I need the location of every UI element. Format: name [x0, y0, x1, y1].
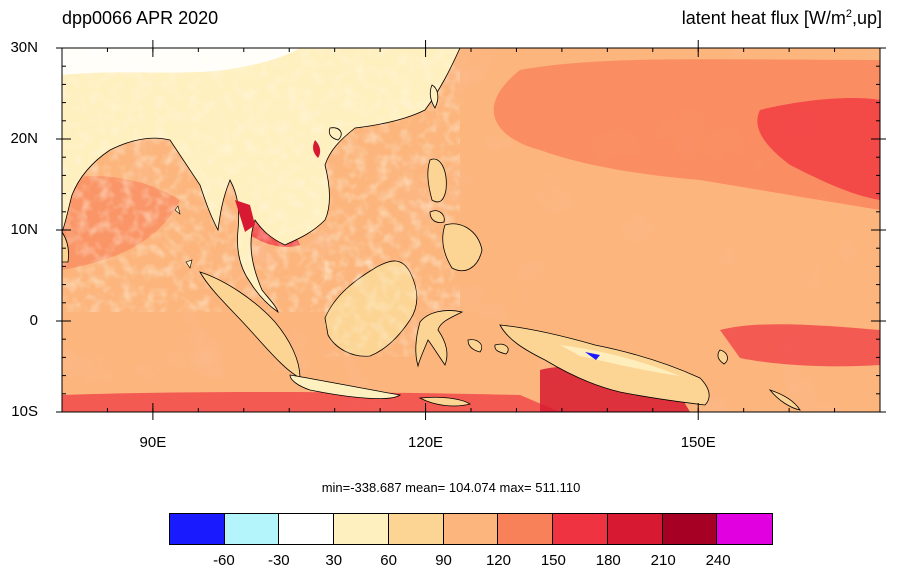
sulawesi	[415, 310, 464, 368]
x-tick-label: 120E	[408, 434, 444, 451]
stats-line: min=-338.687 mean= 104.074 max= 511.110	[321, 480, 581, 495]
colorbar-label: -60	[213, 552, 235, 569]
y-tick-label: 30N	[10, 39, 38, 56]
luzon	[427, 158, 447, 203]
colorbar-box	[388, 514, 444, 544]
y-tick-label: 20N	[10, 130, 38, 147]
colorbar-label: 120	[485, 552, 511, 569]
map-ticks	[56, 40, 886, 420]
hainan	[328, 127, 342, 141]
new-guinea	[499, 324, 710, 406]
mindanao	[442, 223, 483, 272]
colorbar	[169, 513, 773, 545]
y-tick-label: 0	[29, 312, 38, 329]
colorbar-label: 90	[435, 552, 452, 569]
colorbar-box	[443, 514, 499, 544]
himalaya-low-flux	[62, 48, 300, 75]
tonle-sap	[235, 200, 255, 232]
plot-title-left: dpp0066 APR 2020	[62, 8, 219, 28]
y-tick-label: 10N	[10, 221, 38, 238]
x-tick-label: 90E	[139, 434, 167, 451]
colorbar-label: 180	[595, 552, 621, 569]
colorbar-box	[717, 514, 773, 544]
map-field	[62, 48, 880, 412]
colorbar-box	[498, 514, 554, 544]
colorbar-box	[279, 514, 335, 544]
x-tick-label: 150E	[680, 434, 716, 451]
colorbar-label: 210	[650, 552, 676, 569]
colorbar-box	[662, 514, 718, 544]
colorbar-box	[224, 514, 280, 544]
colorbar-box	[553, 514, 608, 544]
colorbar-box	[334, 514, 389, 544]
plot-title-right: latent heat flux [W/m2,up]	[681, 8, 882, 28]
colorbar-label: -30	[267, 552, 290, 569]
colorbar-box	[170, 514, 225, 544]
indian-south-band	[62, 391, 560, 412]
y-tick-label: 10S	[11, 403, 38, 420]
pacific-high-flux	[493, 59, 880, 211]
map-plot	[56, 40, 886, 420]
colorbar-label: 150	[540, 552, 566, 569]
west-pacific-max	[757, 98, 880, 200]
colorbar-box	[607, 514, 663, 544]
java	[289, 374, 402, 399]
taiwan	[429, 84, 439, 109]
colorbar-label: 240	[705, 552, 731, 569]
colorbar-label: 30	[325, 552, 343, 569]
colorbar-label: 60	[380, 552, 397, 569]
bay-of-bengal	[62, 176, 180, 270]
south-pacific-band	[720, 324, 880, 367]
